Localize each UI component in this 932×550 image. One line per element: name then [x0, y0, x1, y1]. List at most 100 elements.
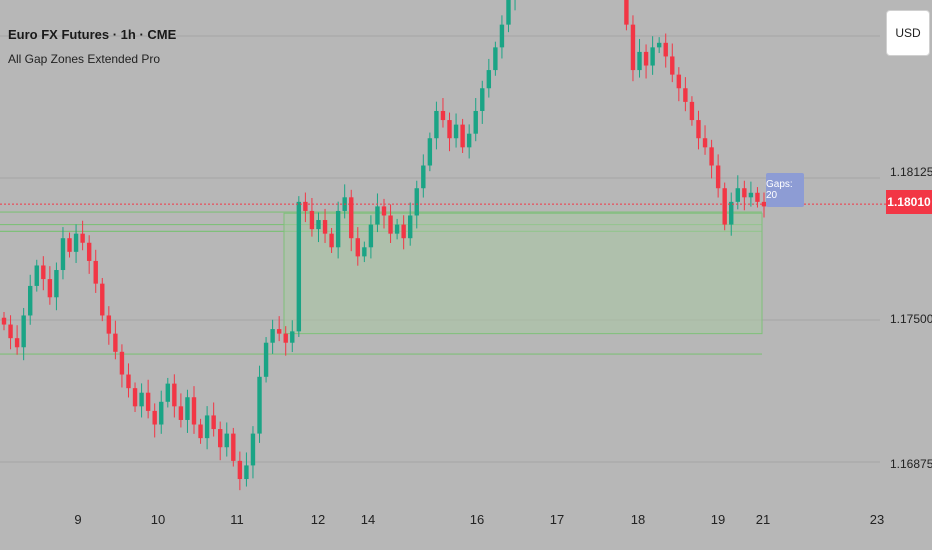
- candle-body: [250, 433, 256, 466]
- x-tick-label: 10: [150, 512, 166, 527]
- candle-body: [224, 433, 229, 448]
- candle-body: [460, 124, 465, 148]
- candle-body: [41, 265, 46, 280]
- candle-body: [86, 242, 92, 261]
- x-tick-label: 11: [230, 512, 244, 527]
- candle-body: [263, 342, 269, 377]
- candle-body: [152, 410, 157, 425]
- x-tick-label: 19: [710, 512, 726, 527]
- candle-body: [453, 124, 459, 139]
- candle-body: [401, 224, 406, 239]
- candle-body: [34, 265, 39, 286]
- candle-body: [624, 0, 629, 25]
- candle-body: [630, 24, 636, 71]
- x-tick-label: 21: [755, 512, 771, 527]
- candle-body: [447, 120, 452, 139]
- candle-body: [335, 210, 341, 248]
- candle-body: [132, 388, 138, 407]
- candle-body: [689, 101, 695, 121]
- candle-body: [178, 406, 184, 420]
- candle-body: [211, 415, 216, 430]
- candle-body: [683, 88, 688, 102]
- candle-body: [702, 138, 708, 148]
- candle-body: [28, 285, 33, 316]
- candle-body: [14, 338, 20, 348]
- candle-body: [237, 460, 243, 480]
- candle-body: [73, 233, 79, 252]
- candle-body: [145, 392, 151, 411]
- candle-body: [748, 192, 754, 198]
- candle-body: [676, 74, 682, 89]
- y-tick-label: 1.18125: [890, 165, 932, 179]
- x-tick-label: 16: [469, 512, 485, 527]
- chart-legend: Euro FX Futures · 1h · CME All Gap Zones…: [8, 26, 176, 68]
- candle-body: [204, 415, 210, 439]
- candle-body: [67, 238, 72, 252]
- candle-body: [473, 110, 478, 134]
- candle-body: [349, 197, 354, 239]
- gaps-count-label: Gaps: 20: [766, 173, 804, 207]
- currency-button[interactable]: USD: [886, 10, 930, 56]
- candle-body: [670, 56, 675, 75]
- candle-body: [165, 383, 170, 402]
- candle-body: [316, 220, 321, 230]
- candle-body: [119, 351, 125, 375]
- candle-body: [715, 165, 721, 189]
- candle-body: [106, 315, 112, 334]
- candle-body: [303, 201, 308, 211]
- candle-body: [290, 331, 295, 343]
- candle-body: [506, 0, 511, 25]
- candle-body: [126, 374, 131, 389]
- candle-body: [329, 233, 334, 248]
- symbol-title: Euro FX Futures · 1h · CME: [8, 27, 177, 42]
- y-tick-label: 1.16875: [890, 457, 932, 471]
- candle-body: [493, 47, 498, 71]
- candle-body: [637, 51, 642, 71]
- candle-body: [742, 188, 747, 198]
- candle-body: [499, 24, 505, 48]
- candle-body: [408, 215, 413, 239]
- candle-body: [309, 210, 315, 230]
- candle-body: [696, 120, 701, 139]
- x-tick-label: 12: [310, 512, 326, 527]
- candle-body: [159, 401, 164, 425]
- candle-body: [656, 42, 662, 48]
- candle-body: [218, 429, 223, 448]
- candle-body: [185, 397, 190, 420]
- candle-body: [375, 206, 380, 225]
- candle-body: [93, 260, 98, 284]
- candle-body: [643, 51, 649, 66]
- candle-body: [709, 147, 714, 166]
- candle-body: [80, 233, 85, 243]
- candle-body: [283, 333, 288, 343]
- candle-body: [440, 110, 446, 121]
- candle-body: [276, 329, 282, 334]
- candle-body: [381, 206, 387, 216]
- candle-body: [21, 315, 26, 348]
- x-tick-label: 9: [74, 512, 82, 527]
- candle-body: [113, 333, 118, 352]
- candle-body: [8, 324, 13, 339]
- candle-body: [368, 224, 374, 248]
- candle-body: [414, 188, 419, 216]
- candle-body: [54, 270, 59, 298]
- candle-body: [486, 70, 492, 89]
- x-tick-label: 17: [549, 512, 565, 527]
- candle-body: [257, 376, 262, 434]
- candle-body: [198, 424, 203, 439]
- candle-body: [388, 215, 393, 234]
- candle-body: [722, 188, 727, 225]
- gap-zone: [283, 212, 763, 335]
- candle-body: [296, 201, 302, 332]
- candle-body: [755, 192, 760, 202]
- candle-body: [735, 188, 740, 202]
- candle-body: [480, 88, 485, 111]
- candle-body: [172, 383, 177, 407]
- indicator-name: All Gap Zones Extended Pro: [8, 52, 161, 66]
- last-price-badge: 1.18010: [886, 190, 932, 214]
- candle-body: [47, 279, 53, 298]
- candle-body: [1, 317, 7, 325]
- candle-body: [729, 201, 734, 225]
- candle-body: [362, 247, 367, 257]
